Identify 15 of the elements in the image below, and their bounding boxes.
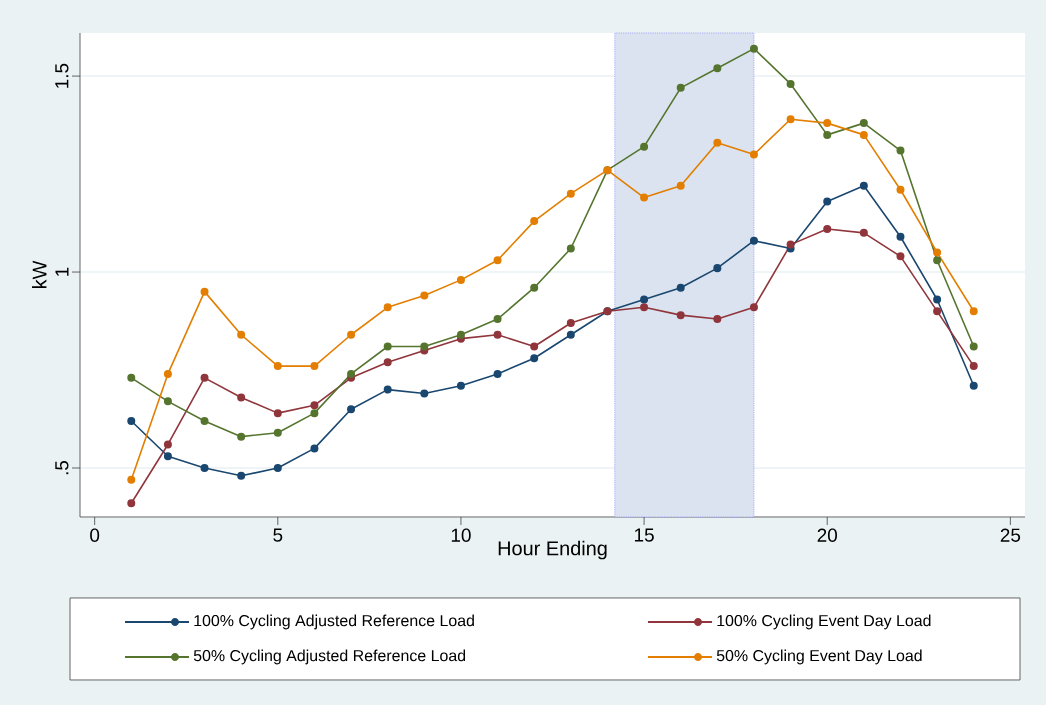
y-tick-label: .5 xyxy=(55,460,69,475)
x-tick-label: 25 xyxy=(1000,528,1021,542)
legend-label: 100% Cycling Adjusted Reference Load xyxy=(194,614,474,630)
x-tick-label: 5 xyxy=(273,528,283,542)
x-tick-label: 0 xyxy=(90,528,100,542)
y-tick-label: 1 xyxy=(55,267,69,276)
x-axis-title: Hour Ending xyxy=(498,540,607,560)
x-tick-label: 15 xyxy=(634,528,654,542)
y-axis-title: kW xyxy=(32,260,47,289)
legend-label: 50% Cycling Event Day Load xyxy=(716,649,922,665)
legend-label: 100% Cycling Event Day Load xyxy=(717,614,931,630)
y-tick-label: 1.5 xyxy=(55,63,69,88)
x-tick-label: 10 xyxy=(451,528,471,542)
legend-label: 50% Cycling Adjusted Reference Load xyxy=(193,649,466,665)
x-tick-label: 20 xyxy=(817,528,837,542)
